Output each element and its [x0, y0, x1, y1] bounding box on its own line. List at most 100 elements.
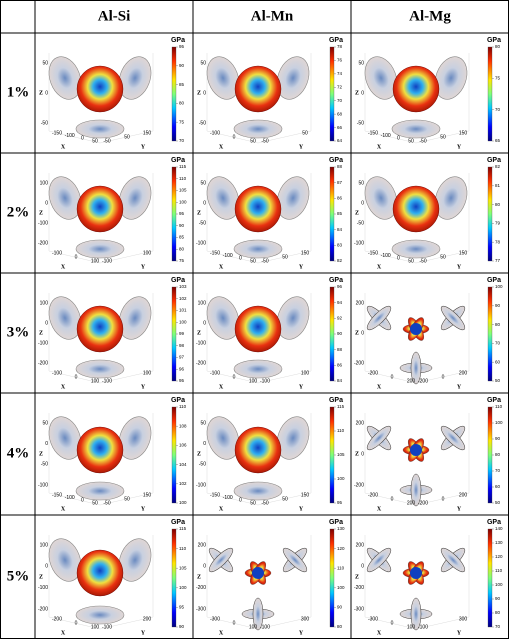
- axis-label: X: [219, 506, 224, 512]
- colorbar-tick-label: 90: [179, 223, 185, 228]
- y-tick-label: 50: [302, 130, 308, 136]
- z-tick-label: -100: [354, 240, 364, 246]
- axis-label: Y: [141, 630, 146, 636]
- y-tick-label: 50: [440, 134, 446, 140]
- x-tick-label: -100: [210, 370, 220, 376]
- colorbar-tick-label: 82: [337, 258, 343, 263]
- colorbar-tick-label: 74: [337, 71, 343, 76]
- axis-label: Z: [39, 451, 43, 457]
- z-tick-label: 200: [356, 300, 365, 306]
- z-tick-label: 0: [203, 200, 206, 206]
- y-tick-label: 150: [301, 492, 310, 498]
- colorbar: [330, 167, 334, 261]
- z-tick-label: 0: [361, 200, 364, 206]
- colorbar-tick-label: 108: [179, 423, 187, 428]
- colorbar-tick-label: 105: [337, 452, 345, 457]
- x-tick-label: -150: [210, 250, 220, 256]
- x-tick-label: -100: [210, 130, 220, 136]
- colorbar-tick-label: 95: [179, 44, 185, 49]
- axis-label: Y: [299, 264, 304, 270]
- z-tick-label: 50: [42, 60, 48, 66]
- x-tick-label: -100: [223, 253, 233, 259]
- z-tick-label: -50: [41, 462, 48, 468]
- colorbar-tick-label: 110: [179, 404, 187, 409]
- z-tick-label: -200: [354, 585, 364, 591]
- colorbar: [330, 407, 334, 503]
- z-tick-label: 200: [198, 542, 207, 548]
- colorbar-tick-label: 87: [337, 180, 343, 185]
- colorbar-tick-label: 100: [179, 500, 187, 505]
- x-tick-label: 0: [397, 256, 400, 262]
- y-tick-label: 200: [459, 370, 468, 376]
- row-label: 3%: [7, 324, 30, 340]
- colorbar-tick-label: 105: [179, 188, 187, 193]
- colorbar-tick-label: 100: [495, 582, 503, 587]
- y-tick-label: -100: [418, 624, 428, 630]
- x-tick-label: 0: [239, 256, 242, 262]
- colorbar-tick-label: 90: [179, 624, 185, 629]
- z-tick-label: -200: [38, 606, 48, 612]
- colorbar-tick-label: 65: [495, 138, 501, 143]
- colorbar-tick-label: 70: [337, 98, 343, 103]
- colorbar-unit: GPa: [171, 397, 185, 404]
- z-tick-label: -200: [196, 360, 206, 366]
- colorbar-unit: GPa: [171, 519, 185, 526]
- z-tick-label: -50: [199, 220, 206, 226]
- colorbar: [172, 167, 176, 261]
- x-tick-label: 0: [233, 134, 236, 140]
- surface: [235, 66, 281, 112]
- colorbar-tick-label: 70: [495, 107, 501, 112]
- y-tick-label: 150: [143, 492, 152, 498]
- x-tick-label: 100: [249, 378, 258, 384]
- colorbar-tick-label: 115: [179, 164, 187, 169]
- colorbar-tick-label: 80: [179, 101, 185, 106]
- x-tick-label: 200: [407, 378, 416, 384]
- colorbar-tick-label: 115: [337, 404, 345, 409]
- axis-label: Z: [197, 574, 201, 580]
- z-tick-label: -200: [38, 240, 48, 246]
- y-tick-label: 150: [459, 130, 468, 136]
- y-tick-label: 100: [143, 250, 152, 256]
- y-tick-label: -50: [261, 138, 268, 144]
- axis-label: Y: [141, 144, 146, 150]
- z-tick-label: -100: [196, 240, 206, 246]
- projection: [76, 360, 124, 378]
- colorbar-tick-label: 90: [495, 436, 501, 441]
- colorbar: [330, 529, 334, 627]
- colorbar-tick-label: 96: [179, 366, 185, 371]
- projection: [234, 120, 282, 138]
- x-tick-label: -150: [52, 492, 62, 498]
- y-tick-label: 300: [459, 616, 468, 622]
- plot-cell: ZXY500-50-150-100050-5050150GPa959085807…: [39, 37, 185, 151]
- colorbar-tick-label: 96: [337, 284, 343, 289]
- z-tick-label: 0: [361, 564, 364, 570]
- x-tick-label: -150: [368, 130, 378, 136]
- colorbar-tick-label: 75: [179, 119, 185, 124]
- projection: [76, 240, 124, 258]
- colorbar-tick-label: 100: [179, 199, 187, 204]
- y-tick-label: -100: [260, 378, 270, 384]
- colorbar-tick-label: 82: [495, 164, 501, 169]
- colorbar-tick-label: 66: [337, 125, 343, 130]
- colorbar: [330, 47, 334, 141]
- x-tick-label: 100: [91, 624, 100, 630]
- y-tick-label: 50: [282, 496, 288, 502]
- z-tick-label: 50: [358, 60, 364, 66]
- colorbar-tick-label: 86: [337, 196, 343, 201]
- colorbar-tick-label: 50: [495, 500, 501, 505]
- plot-cell: ZXY500-50-150-100050-5050150GPa80757065: [355, 37, 501, 151]
- plot-cell: ZXY500-50-100-150-100050-5050150GPa88878…: [196, 157, 343, 271]
- y-tick-label: 0: [442, 374, 445, 380]
- x-tick-label: 0: [75, 620, 78, 626]
- y-tick-label: -100: [102, 378, 112, 384]
- colorbar-tick-label: 77: [495, 258, 501, 263]
- x-tick-label: -300: [368, 616, 378, 622]
- x-tick-label: 0: [75, 254, 78, 260]
- colorbar: [488, 529, 492, 627]
- colorbar-unit: GPa: [487, 397, 501, 404]
- x-tick-label: -100: [65, 133, 75, 139]
- y-tick-label: 100: [143, 370, 152, 376]
- y-tick-label: -50: [261, 500, 268, 506]
- x-tick-label: -100: [381, 133, 391, 139]
